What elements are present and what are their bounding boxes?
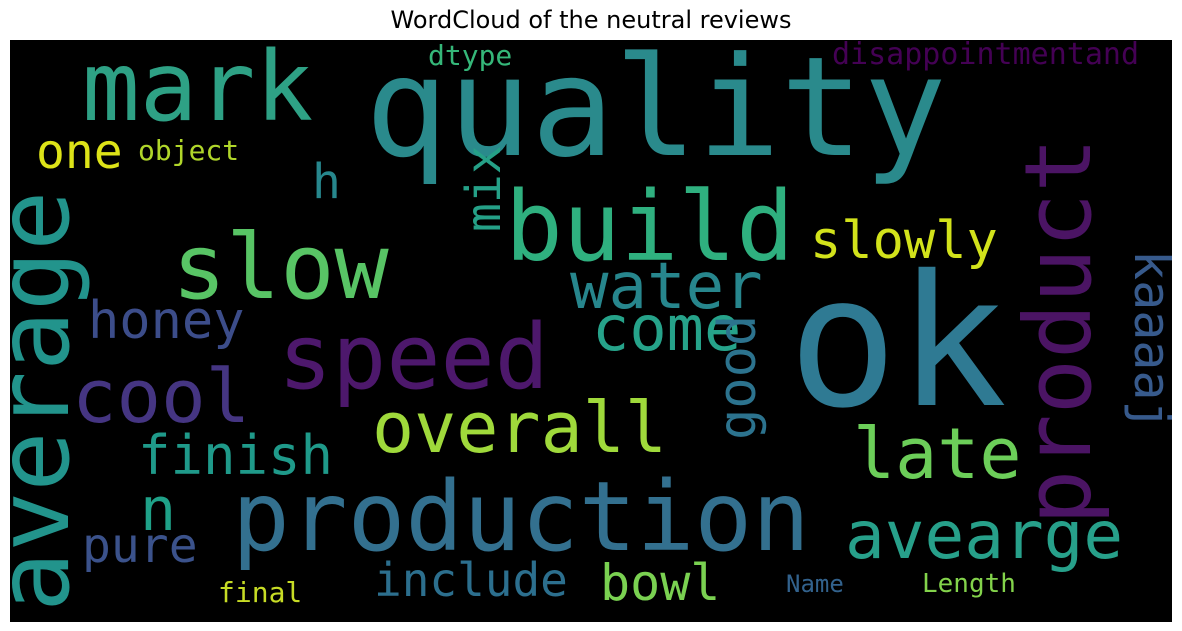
chart-title: WordCloud of the neutral reviews: [390, 6, 792, 34]
word-late: late: [853, 413, 1022, 495]
word-good: good: [708, 315, 768, 440]
word-product: product: [1005, 137, 1112, 525]
word-h: h: [312, 154, 341, 210]
word-production: production: [232, 461, 810, 573]
word-n: n: [140, 475, 176, 545]
word-honey: honey: [88, 291, 245, 351]
word-final: final: [218, 576, 302, 609]
word-ok: ok: [788, 236, 1007, 448]
word-build: build: [505, 171, 794, 283]
word-speed: speed: [278, 305, 549, 410]
word-come: come: [592, 292, 741, 365]
word-quality: quality: [365, 40, 947, 188]
word-pure: pure: [82, 518, 198, 574]
word-slow: slow: [172, 215, 390, 320]
word-cloud-background: [10, 40, 1172, 622]
word-avearge: avearge: [845, 497, 1123, 574]
word-slowly: slowly: [810, 211, 998, 271]
word-include: include: [374, 553, 568, 607]
word-finish: finish: [138, 424, 333, 487]
word-water: water: [570, 250, 763, 324]
word-overall: overall: [372, 387, 667, 469]
word-length: Length: [922, 569, 1016, 599]
word-disappointmentand: disappointmentand: [832, 40, 1139, 72]
word-cool: cool: [72, 354, 250, 440]
word-bowl: bowl: [600, 554, 720, 612]
word-cloud-canvas: quality ok mark slow build product average spee…: [10, 40, 1172, 622]
word-one: one: [36, 124, 123, 180]
word-mix: mix: [456, 145, 512, 232]
word-name: Name: [786, 570, 844, 598]
word-mark: mark: [82, 40, 313, 143]
word-object: object: [138, 134, 239, 167]
word-cloud: quality ok mark slow build product average spee…: [10, 40, 1172, 622]
word-average: average: [10, 191, 92, 612]
word-kaaaaj: kaaaaj: [1123, 250, 1172, 431]
word-dtype: dtype: [428, 40, 512, 72]
